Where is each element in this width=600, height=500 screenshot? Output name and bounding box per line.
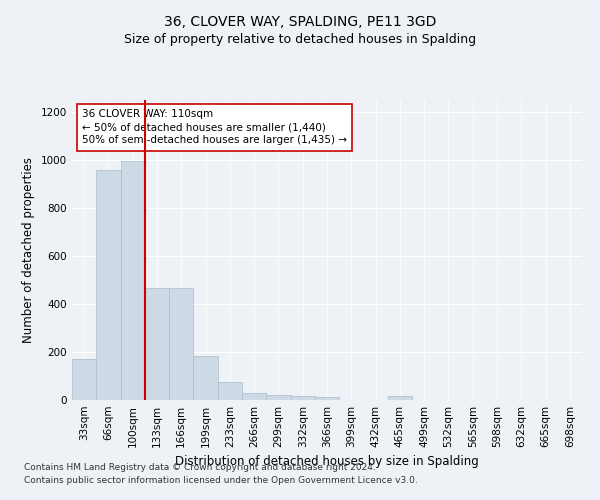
Bar: [290, 396, 315, 400]
Bar: [388, 396, 412, 400]
Bar: [266, 394, 290, 400]
Text: 36 CLOVER WAY: 110sqm
← 50% of detached houses are smaller (1,440)
50% of semi-d: 36 CLOVER WAY: 110sqm ← 50% of detached …: [82, 109, 347, 146]
Bar: [315, 397, 339, 400]
Bar: [218, 382, 242, 400]
Text: Contains HM Land Registry data © Crown copyright and database right 2024.: Contains HM Land Registry data © Crown c…: [24, 464, 376, 472]
Bar: [169, 288, 193, 400]
Bar: [121, 161, 145, 400]
Y-axis label: Number of detached properties: Number of detached properties: [22, 157, 35, 343]
Bar: [72, 359, 96, 400]
Text: Size of property relative to detached houses in Spalding: Size of property relative to detached ho…: [124, 32, 476, 46]
X-axis label: Distribution of detached houses by size in Spalding: Distribution of detached houses by size …: [175, 456, 479, 468]
Bar: [96, 170, 121, 400]
Bar: [193, 356, 218, 400]
Bar: [145, 288, 169, 400]
Text: Contains public sector information licensed under the Open Government Licence v3: Contains public sector information licen…: [24, 476, 418, 485]
Bar: [242, 393, 266, 400]
Text: 36, CLOVER WAY, SPALDING, PE11 3GD: 36, CLOVER WAY, SPALDING, PE11 3GD: [164, 15, 436, 29]
